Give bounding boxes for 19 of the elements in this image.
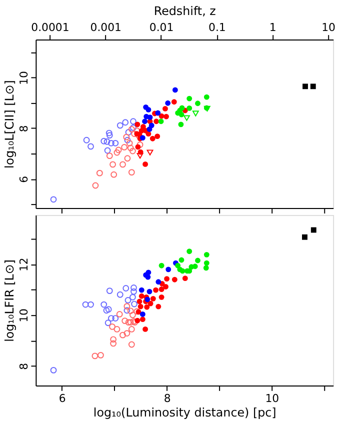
y-tick-label: 8	[17, 362, 30, 370]
y-tick-label: 8	[17, 125, 30, 132]
x-tick-label: 8	[164, 392, 171, 405]
x-axis-title: log₁₀(Luminosity distance) [pc]	[93, 406, 276, 420]
x2-tick-label: 1	[269, 21, 276, 34]
x-tick-label: 6	[58, 392, 66, 405]
x2-tick-label: 0.0001	[31, 21, 70, 34]
y-tick-label: 10	[17, 308, 30, 322]
x2-tick-label: 0.1	[208, 21, 226, 34]
y-axis-title: log₁₀LFIR [L⊙]	[2, 259, 16, 342]
x2-tick-label: 0.01	[149, 21, 174, 34]
x-tick-label: 10	[265, 392, 280, 405]
y-axis-title: log₁₀L[CII] [L⊙]	[2, 80, 16, 168]
y-tick-label: 10	[17, 71, 30, 85]
x2-axis-title: Redshift, z	[154, 4, 216, 18]
y-tick-label: 6	[17, 176, 30, 183]
y-tick-label: 12	[17, 258, 30, 272]
x2-tick-label: 0.001	[90, 21, 122, 34]
x2-tick-label: 10	[322, 21, 336, 34]
